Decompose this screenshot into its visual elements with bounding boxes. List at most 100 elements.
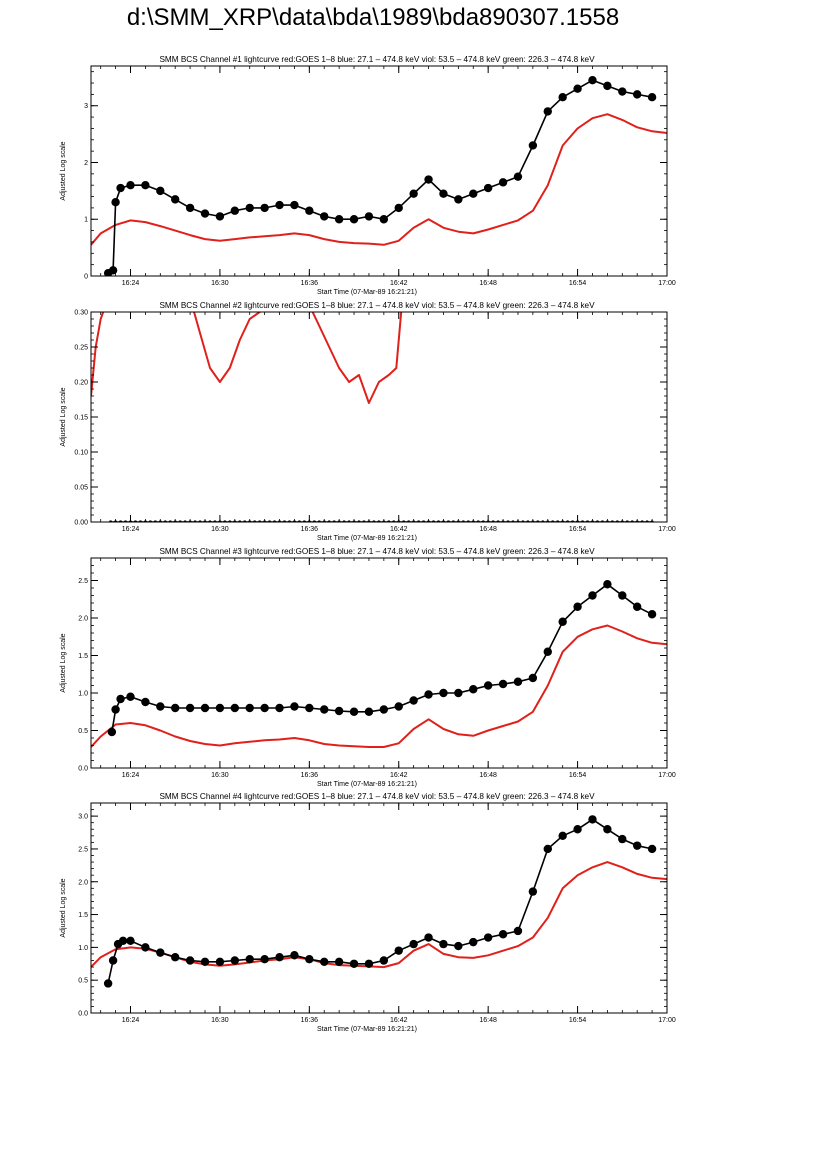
y-tick-label: 0.5 [78, 728, 88, 735]
data-point [618, 591, 627, 600]
data-point [394, 203, 403, 213]
data-point [573, 602, 582, 611]
data-point [290, 951, 299, 960]
x-axis: 16:24 16:30 16:36 16:42 16:48 16:54 17:00 Start… [100, 312, 676, 542]
data-point [305, 703, 314, 713]
data-point [513, 677, 523, 686]
series-line-goes [91, 624, 667, 748]
data-point [349, 707, 359, 716]
x-axis-label: Start Time (07-Mar-89 16:21:21) [317, 781, 417, 788]
y-axis-label: Adjusted Log scale [60, 633, 67, 692]
series-line-bcs [107, 818, 653, 984]
y-tick-label: 0.0 [78, 1011, 88, 1018]
x-axis-label: Start Time (07-Mar-89 16:21:21) [317, 289, 417, 296]
data-point [156, 186, 165, 196]
series-line-goes [91, 861, 667, 969]
data-point [364, 212, 374, 221]
data-point [618, 834, 627, 844]
series-bcs [107, 580, 657, 737]
data-point [364, 707, 374, 716]
y-tick-label: 2.0 [78, 879, 88, 886]
data-point [305, 206, 314, 215]
y-tick-label: 2.5 [78, 578, 88, 585]
data-point [454, 195, 463, 204]
data-point [245, 203, 254, 213]
x-tick-label: 16:30 [211, 280, 229, 287]
data-point [290, 702, 299, 711]
plot-frame [90, 802, 668, 1014]
data-point [126, 936, 135, 946]
data-point [156, 948, 165, 957]
data-point [469, 685, 478, 694]
y-tick-label: 0 [84, 274, 88, 281]
y-axis: 0 1 2 3 Adjusted Log scale [60, 71, 667, 281]
data-point [632, 602, 642, 611]
y-tick-label: 1.0 [78, 945, 88, 952]
data-point [171, 953, 180, 962]
chart-title: SMM BCS Channel #3 lightcurve red:GOES 1… [159, 547, 595, 556]
data-point [513, 172, 523, 181]
data-point [334, 957, 344, 967]
data-point [632, 90, 642, 99]
data-point [230, 206, 240, 215]
data-point [439, 189, 448, 198]
x-tick-label: 16:48 [479, 772, 497, 779]
plot-frame [90, 311, 668, 523]
data-point [588, 591, 597, 600]
data-point [305, 954, 314, 964]
x-tick-label: 16:54 [569, 526, 587, 533]
data-point [528, 887, 538, 896]
data-point [379, 215, 389, 224]
data-point [200, 957, 210, 967]
data-point [116, 694, 125, 704]
data-point [513, 926, 523, 936]
data-point [483, 933, 493, 942]
data-point [543, 647, 552, 656]
data-point [588, 75, 597, 85]
y-tick-label: 0.10 [74, 450, 88, 457]
data-point [603, 825, 612, 834]
x-tick-label: 17:00 [658, 280, 676, 287]
data-point [245, 954, 254, 964]
data-point [454, 688, 463, 698]
data-point [379, 956, 389, 965]
data-point [603, 580, 612, 589]
x-tick-label: 16:36 [301, 772, 319, 779]
data-point [320, 705, 329, 714]
x-tick-label: 17:00 [658, 526, 676, 533]
y-tick-label: 0.20 [74, 380, 88, 387]
data-point [349, 215, 359, 224]
data-point [469, 937, 478, 947]
data-point [320, 212, 329, 221]
x-tick-label: 16:54 [569, 280, 587, 287]
series-goes [91, 624, 667, 748]
data-point [573, 825, 582, 834]
data-point [454, 941, 463, 951]
x-tick-label: 16:42 [390, 526, 408, 533]
data-point [260, 954, 269, 964]
y-axis-label: Adjusted Log scale [60, 141, 67, 200]
data-point [469, 189, 478, 198]
series-bcs [103, 75, 657, 276]
series-goes [91, 312, 403, 404]
data-point [111, 198, 120, 207]
data-point [275, 953, 284, 962]
y-tick-label: 1 [84, 217, 88, 224]
y-axis-label: Adjusted Log scale [60, 878, 67, 937]
y-tick-label: 3 [84, 103, 88, 110]
data-point [111, 705, 120, 714]
y-axis: 0.0 0.5 1.0 1.5 2.0 2.5 3.0 Adjusted Log scale [60, 802, 667, 1018]
data-point [185, 203, 195, 213]
x-tick-label: 16:54 [569, 1017, 587, 1024]
series-goes [91, 861, 667, 969]
y-tick-label: 0.00 [74, 520, 88, 527]
data-point [483, 681, 493, 690]
chart-title: SMM BCS Channel #4 lightcurve red:GOES 1… [159, 792, 595, 801]
data-point [439, 688, 448, 698]
data-point [349, 959, 359, 968]
y-tick-label: 0.05 [74, 485, 88, 492]
x-tick-label: 16:24 [122, 280, 140, 287]
data-point [275, 703, 284, 713]
data-point [108, 266, 118, 275]
